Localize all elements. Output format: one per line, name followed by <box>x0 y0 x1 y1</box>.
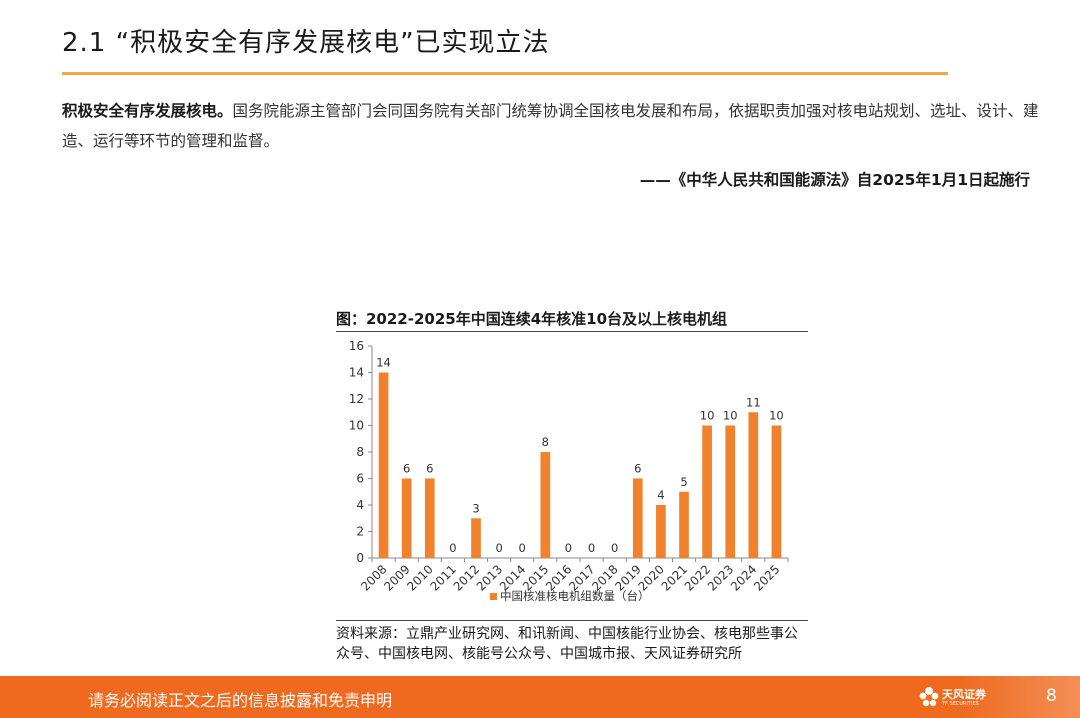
page-number: 8 <box>1046 686 1057 706</box>
body-paragraph: 积极安全有序发展核电。国务院能源主管部门会同国务院有关部门统筹协调全国核电发展和… <box>62 96 1042 156</box>
chart-source: 资料来源：立鼎产业研究网、和讯新闻、中国核能行业协会、核电那些事公众号、中国核电… <box>336 626 798 662</box>
bar <box>771 425 782 558</box>
title-divider <box>62 72 948 75</box>
flower-logo-icon <box>919 687 939 707</box>
logo-text: 天风证券 <box>942 688 986 701</box>
x-tick-label: 2010 <box>404 562 435 593</box>
data-label: 10 <box>769 409 784 423</box>
data-label: 6 <box>426 462 433 476</box>
y-tick-label: 6 <box>356 472 364 486</box>
legend-label: 中国核准核电机组数量（台） <box>500 589 650 603</box>
x-tick-label: 2011 <box>428 562 459 593</box>
paragraph-lead: 积极安全有序发展核电。 <box>62 102 233 120</box>
paragraph-text: 国务院能源主管部门会同国务院有关部门统筹协调全国核电发展和布局，依据职责加强对核… <box>62 102 1039 150</box>
law-quote: ——《中华人民共和国能源法》自2025年1月1日起施行 <box>639 171 1030 189</box>
bar <box>656 505 666 558</box>
chart-top-rule <box>336 331 808 332</box>
x-tick-label: 2023 <box>705 562 736 593</box>
x-tick-label: 2021 <box>659 562 690 593</box>
bar <box>540 452 551 558</box>
data-label: 0 <box>588 541 595 555</box>
x-tick-label: 2025 <box>751 562 782 593</box>
data-label: 0 <box>565 541 572 555</box>
bar <box>378 372 389 558</box>
x-tick-label: 2009 <box>381 562 412 593</box>
y-tick-label: 16 <box>349 339 364 353</box>
data-label: 5 <box>680 475 687 489</box>
x-tick-label: 2024 <box>728 562 759 593</box>
data-label: 10 <box>700 409 715 423</box>
y-tick-label: 2 <box>356 525 364 539</box>
data-label: 4 <box>657 488 664 502</box>
x-tick-label: 2008 <box>358 562 389 593</box>
bar <box>702 425 712 558</box>
bar <box>748 412 759 558</box>
data-label: 0 <box>611 541 618 555</box>
data-label: 0 <box>495 541 502 555</box>
logo-subtext: TF SECURITIES <box>942 701 979 707</box>
footer-disclaimer: 请务必阅读正文之后的信息披露和免责申明 <box>88 691 393 710</box>
footer-fade <box>960 676 1080 718</box>
data-label: 11 <box>746 395 761 409</box>
x-tick-label: 2012 <box>451 562 482 593</box>
bar <box>632 478 643 558</box>
data-label: 14 <box>376 356 391 370</box>
data-label: 3 <box>472 501 479 515</box>
footer-bar: 请务必阅读正文之后的信息披露和免责申明 天风证券 TF SECURITIES 8 <box>0 676 1080 718</box>
bar <box>401 478 412 558</box>
x-tick-label: 2022 <box>682 562 713 593</box>
y-tick-label: 4 <box>356 498 364 512</box>
legend-swatch <box>490 593 497 600</box>
page-title: 2.1 “积极安全有序发展核电”已实现立法 <box>62 28 550 58</box>
chart-title: 图：2022-2025年中国连续4年核准10台及以上核电机组 <box>336 310 728 328</box>
data-label: 0 <box>519 541 526 555</box>
data-label: 6 <box>634 462 641 476</box>
data-label: 0 <box>449 541 456 555</box>
y-tick-label: 10 <box>349 419 364 433</box>
y-tick-label: 0 <box>356 551 364 565</box>
data-label: 10 <box>723 409 738 423</box>
bar <box>725 425 736 558</box>
chart-bottom-rule <box>336 620 808 621</box>
bar-chart: 0 2 4 6 8 10 12 14 16 14 2008 6 2009 6 2010 0 2011 3 2012 0… <box>349 339 789 603</box>
bar <box>679 491 689 558</box>
data-label: 8 <box>542 435 549 449</box>
bar <box>471 518 481 558</box>
company-logo: 天风证券 TF SECURITIES <box>918 682 1008 714</box>
y-tick-label: 12 <box>349 392 364 406</box>
y-tick-label: 8 <box>356 445 364 459</box>
bar <box>424 478 435 558</box>
y-tick-label: 14 <box>349 366 364 380</box>
data-label: 6 <box>403 462 410 476</box>
